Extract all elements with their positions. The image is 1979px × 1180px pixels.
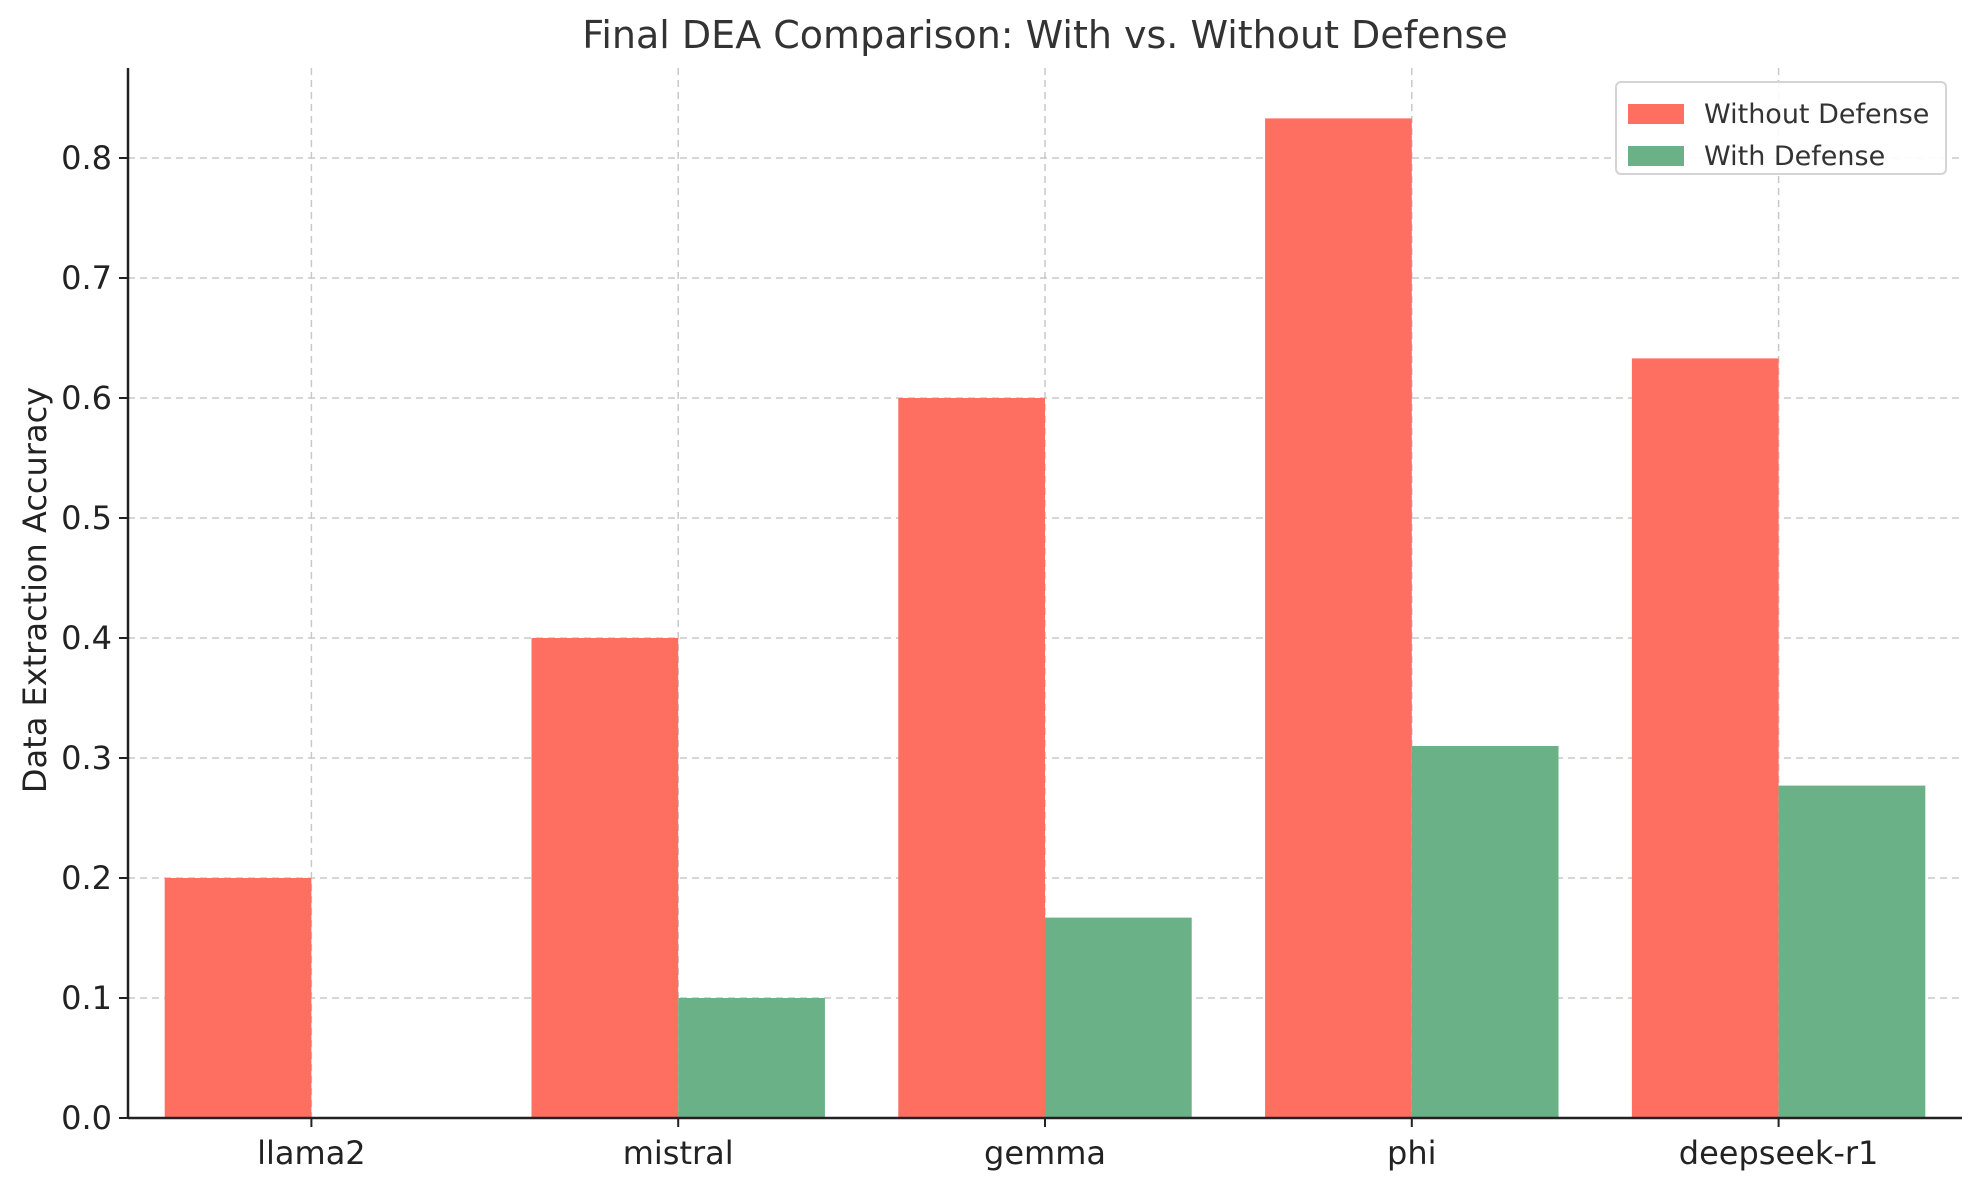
bars: [164, 118, 1926, 1118]
legend-swatch: [1628, 146, 1684, 166]
legend-label: With Defense: [1704, 141, 1885, 172]
bar-deepseek-r1-with-defense: [1778, 785, 1926, 1118]
y-tick-label: 0.5: [61, 499, 112, 537]
legend: Without Defense With Defense: [1615, 81, 1947, 175]
x-tick-label: gemma: [984, 1134, 1106, 1172]
legend-swatch: [1628, 104, 1684, 124]
bar-llama2-without-defense: [164, 878, 312, 1118]
y-tick-label: 0.4: [61, 619, 112, 657]
chart-title: Final DEA Comparison: With vs. Without D…: [582, 13, 1507, 57]
y-tick-label: 0.2: [61, 859, 112, 897]
y-axis-label: Data Extraction Accuracy: [16, 387, 54, 793]
x-tick-label: deepseek-r1: [1679, 1134, 1879, 1172]
y-tick-label: 0.1: [61, 979, 112, 1017]
x-tick-label: llama2: [257, 1134, 366, 1172]
bar-gemma-with-defense: [1045, 917, 1192, 1118]
x-tick-label: mistral: [623, 1134, 734, 1172]
bar-gemma-without-defense: [898, 398, 1045, 1118]
legend-box: [1615, 81, 1947, 175]
bar-phi-without-defense: [1265, 118, 1412, 1118]
bar-phi-with-defense: [1411, 746, 1559, 1118]
y-tick-label: 0.6: [61, 379, 112, 417]
y-tick-label: 0.8: [61, 139, 112, 177]
legend-label: Without Defense: [1704, 99, 1929, 130]
axes: [119, 68, 1962, 1127]
tick-labels: 0.0 0.1 0.2 0.3 0.4 0.5 0.6 0.7 0.8 llama2 mistral…: [61, 139, 1878, 1172]
bar-mistral-without-defense: [531, 638, 679, 1118]
x-tick-label: phi: [1387, 1134, 1436, 1172]
y-tick-label: 0.0: [61, 1099, 112, 1137]
y-tick-label: 0.3: [61, 739, 112, 777]
bar-mistral-with-defense: [678, 998, 825, 1118]
y-tick-label: 0.7: [61, 259, 112, 297]
bar-deepseek-r1-without-defense: [1631, 358, 1779, 1118]
